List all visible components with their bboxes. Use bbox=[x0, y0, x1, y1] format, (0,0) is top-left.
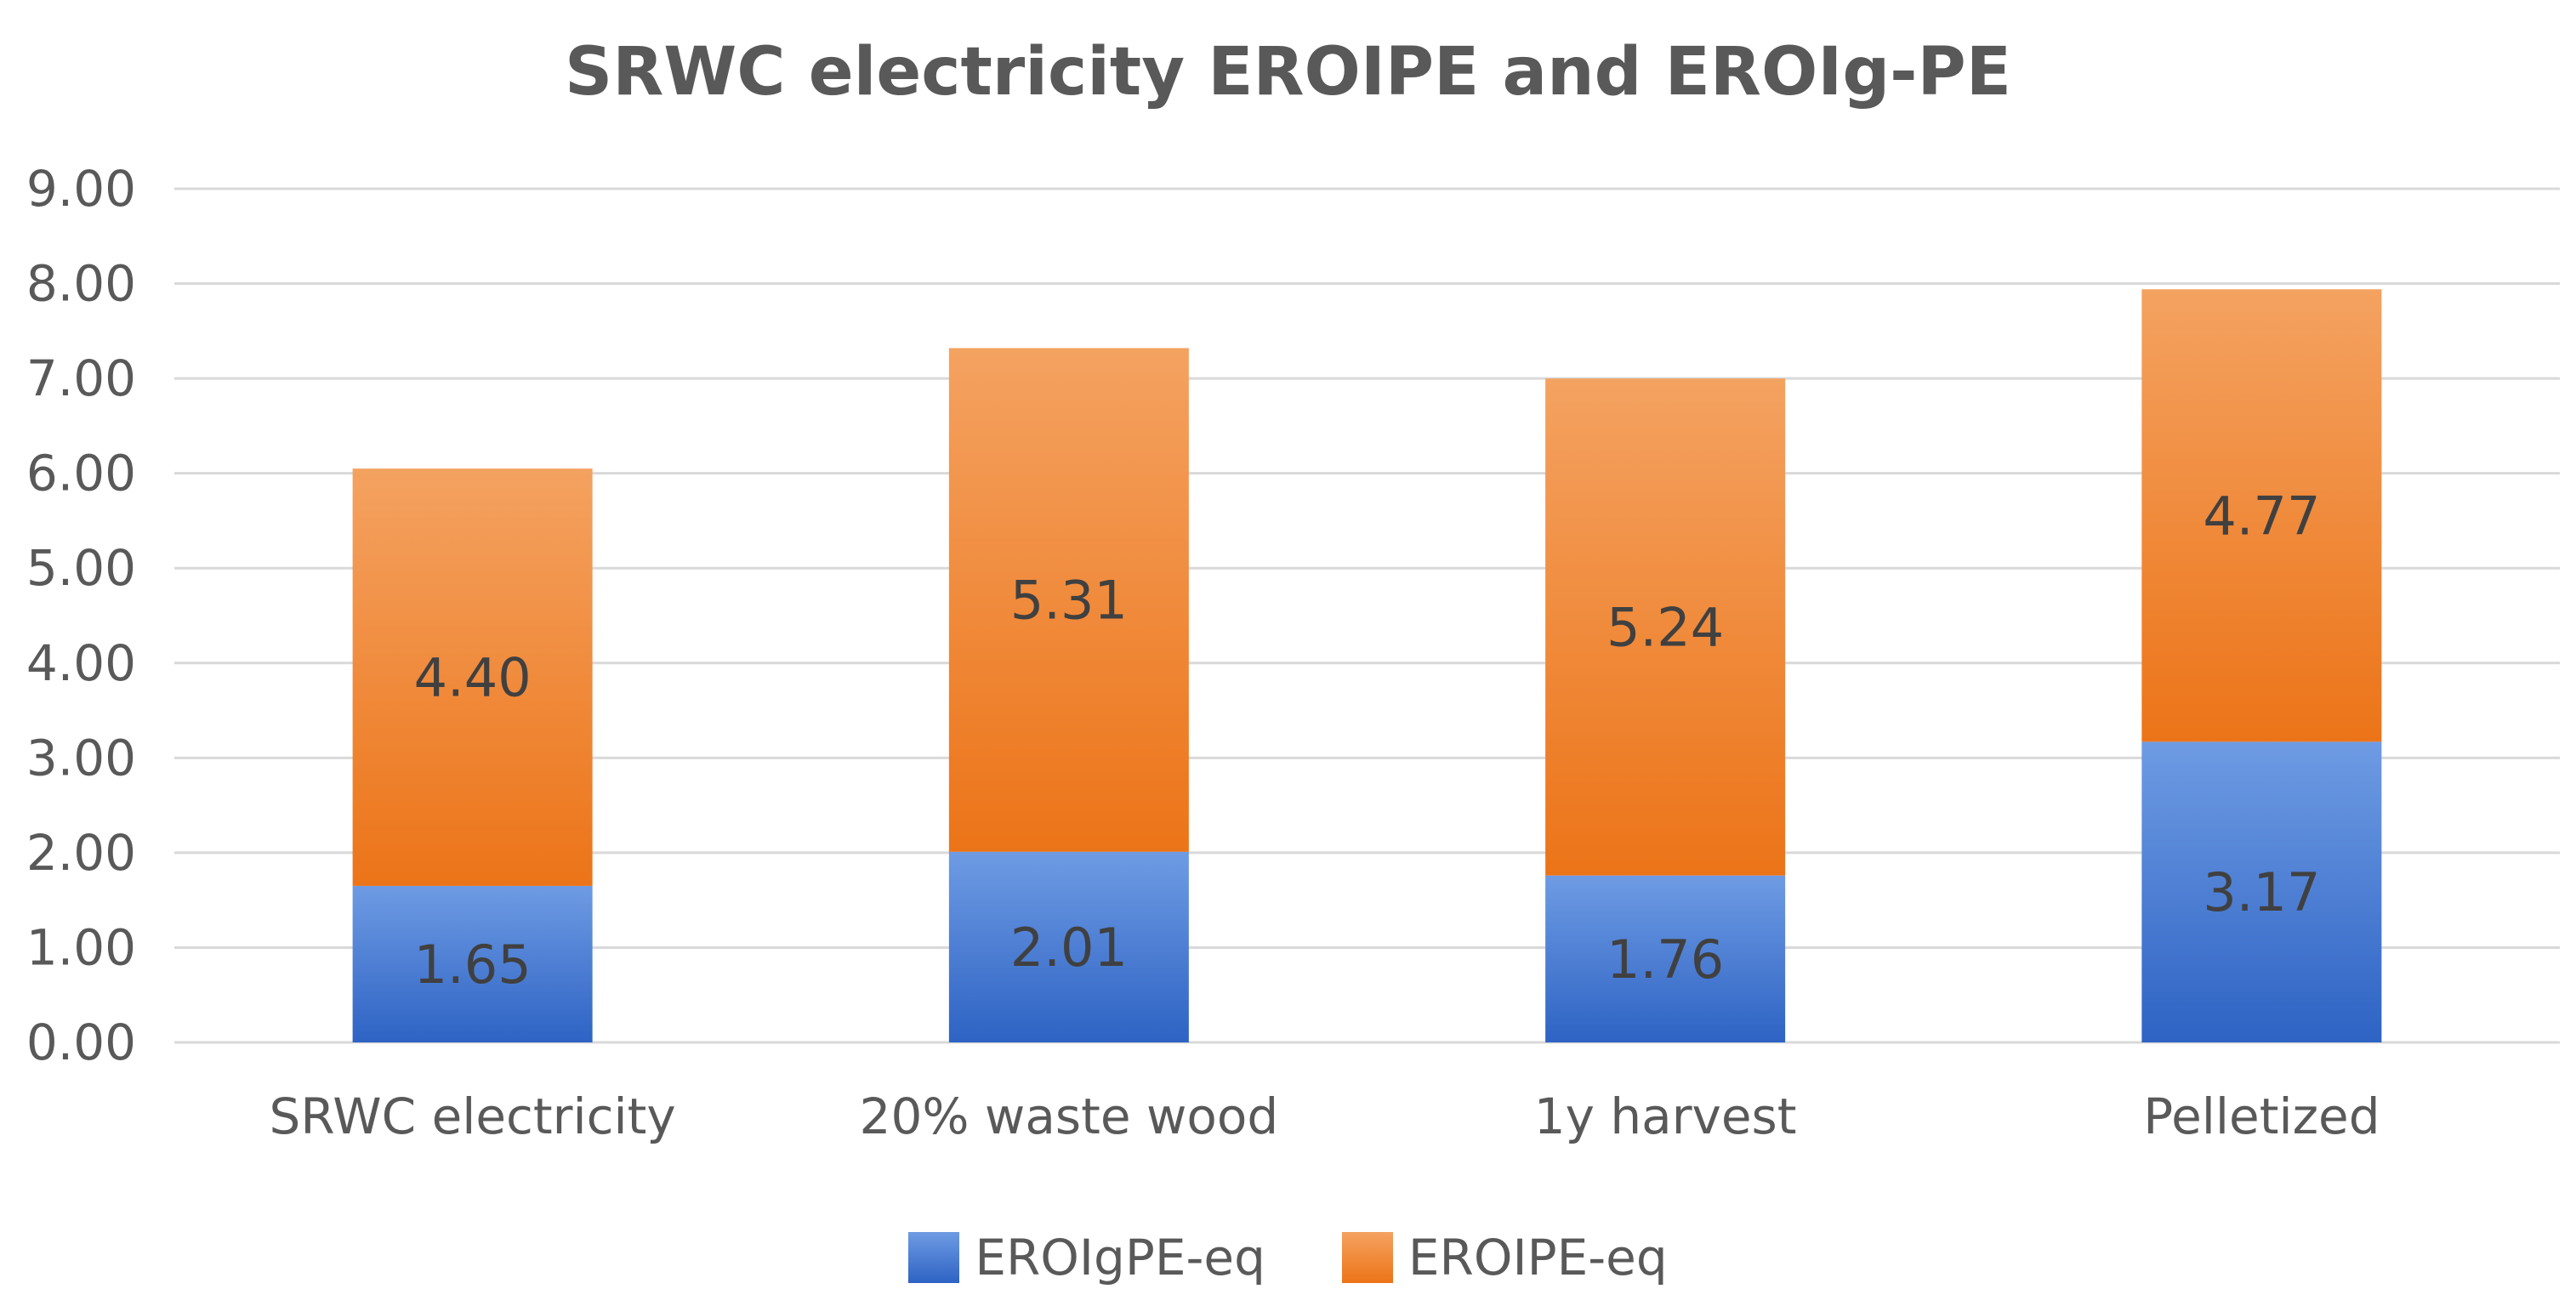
data-label: 4.40 bbox=[414, 647, 532, 709]
chart-title: SRWC electricity EROIPE and EROIg-PE bbox=[565, 34, 2011, 111]
bar-series-2-4 bbox=[2141, 289, 2382, 742]
y-tick-label: 8.00 bbox=[26, 255, 136, 313]
legend-item-series-1: EROIgPE-eq bbox=[908, 1229, 1265, 1286]
data-label: 2.01 bbox=[1010, 917, 1128, 979]
data-label: 1.65 bbox=[414, 934, 532, 996]
y-tick-label: 5.00 bbox=[26, 539, 136, 597]
x-category-label: Pelletized bbox=[2143, 1087, 2380, 1145]
bar-series-2-1 bbox=[352, 468, 593, 886]
data-label: 5.31 bbox=[1010, 570, 1128, 632]
legend-swatch-series-1 bbox=[908, 1232, 960, 1283]
bar-series-1-2 bbox=[948, 851, 1189, 1042]
y-tick-label: 6.00 bbox=[26, 445, 136, 503]
y-tick-label: 2.00 bbox=[26, 824, 136, 882]
y-tick-label: 1.00 bbox=[26, 918, 136, 976]
bar-series-1-4 bbox=[2141, 741, 2382, 1042]
bar-series-2-2 bbox=[948, 348, 1189, 852]
y-tick-label: 9.00 bbox=[26, 160, 136, 218]
y-tick-label: 0.00 bbox=[26, 1014, 136, 1071]
bar-series-1-3 bbox=[1545, 875, 1786, 1042]
legend-swatch-series-2 bbox=[1341, 1232, 1393, 1283]
data-label: 3.17 bbox=[2203, 861, 2320, 923]
y-tick-label: 7.00 bbox=[26, 349, 136, 407]
x-category-label: 20% waste wood bbox=[860, 1087, 1279, 1145]
x-category-label: 1y harvest bbox=[1534, 1087, 1797, 1145]
legend-item-series-2: EROIPE-eq bbox=[1341, 1229, 1668, 1286]
y-tick-label: 4.00 bbox=[26, 634, 136, 692]
legend-label-series-2: EROIPE-eq bbox=[1407, 1229, 1668, 1286]
data-label: 4.77 bbox=[2203, 485, 2320, 547]
data-label: 1.76 bbox=[1606, 928, 1724, 991]
data-label: 5.24 bbox=[1606, 596, 1724, 658]
legend-label-series-1: EROIgPE-eq bbox=[975, 1229, 1265, 1286]
bar-series-1-1 bbox=[352, 885, 593, 1042]
legend: EROIgPE-eq EROIPE-eq bbox=[0, 1229, 2576, 1286]
y-tick-label: 3.00 bbox=[26, 729, 136, 786]
bar-series-2-3 bbox=[1545, 378, 1786, 876]
x-category-label: SRWC electricity bbox=[270, 1087, 676, 1145]
